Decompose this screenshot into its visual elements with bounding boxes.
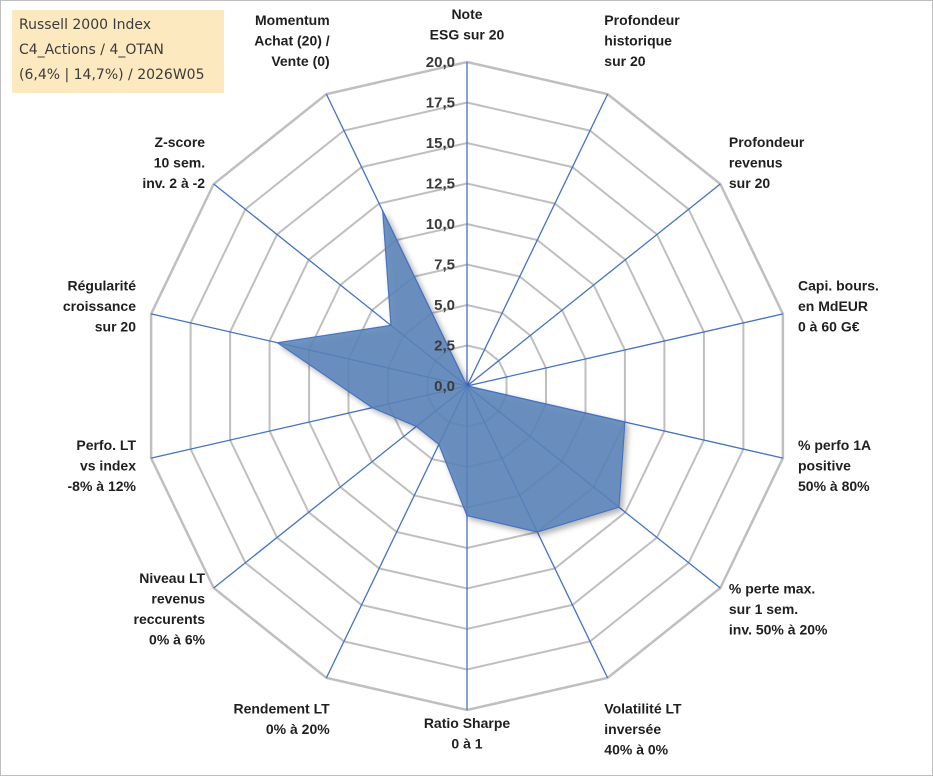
axis-label-5: % perte max. sur 1 sem. inv. 50% à 20% [729, 581, 828, 638]
axis-label-13: Momentum Achat (20) / Vente (0) [254, 12, 330, 69]
data-point-9 [415, 425, 418, 428]
data-point-8 [438, 443, 440, 446]
tick-label: 12,5 [426, 176, 455, 193]
data-point-3 [466, 385, 468, 387]
data-point-5 [618, 506, 620, 509]
axis-label-8: Rendement LT 0% à 20% [233, 701, 330, 738]
tick-label: 20,0 [426, 54, 455, 71]
axis-label-0: Note ESG sur 20 [430, 6, 505, 43]
spoke-2 [466, 183, 721, 387]
data-point-11 [276, 341, 279, 344]
tick-label: 5,0 [434, 297, 455, 314]
axis-label-4: % perfo 1A positive 50% à 80% [798, 437, 871, 494]
axis-label-10: Perfo. LT vs index -8% à 12% [68, 437, 137, 494]
data-point-7 [466, 514, 468, 517]
axis-label-9: Niveau LT revenus reccurents 0% à 6% [134, 570, 206, 648]
info-box: Russell 2000 Index C4_Actions / 4_OTAN (… [12, 10, 224, 93]
tick-label: 7,5 [434, 257, 455, 274]
data-point-12 [390, 324, 392, 327]
axis-label-7: Ratio Sharpe 0 à 1 [424, 715, 511, 752]
data-point-10 [371, 406, 374, 409]
radar-tick-labels: 0,0 2,5 5,0 7,5 10,0 12,5 15,0 17,5 20,0 [426, 54, 455, 395]
data-point-6 [536, 531, 539, 533]
axis-label-6: Volatilité LT inversée 40% à 0% [604, 701, 682, 758]
axis-label-1: Profondeur historique sur 20 [604, 12, 680, 69]
tick-label: 15,0 [426, 135, 455, 152]
tick-label: 17,5 [426, 95, 455, 112]
radar-axis-labels: Note ESG sur 20 Profondeur historique sur 20… [63, 6, 879, 758]
tick-label: 10,0 [426, 216, 455, 233]
info-category: C4_Actions / 4_OTAN [19, 42, 164, 58]
axis-label-12: Z-score 10 sem. inv. 2 à -2 [142, 134, 205, 191]
axis-label-2: Profondeur revenus sur 20 [729, 134, 805, 191]
data-point-13 [381, 210, 384, 212]
info-stats-week: (6,4% | 14,7%) / 2026W05 [19, 67, 205, 83]
info-index-name: Russell 2000 Index [19, 17, 152, 33]
radar-series [275, 210, 626, 533]
data-point-4 [624, 421, 626, 423]
spoke-3 [466, 313, 784, 387]
axis-label-3: Capi. bours. en MdEUR 0 à 60 G€ [798, 278, 879, 335]
tick-label: 2,5 [434, 338, 455, 355]
series-area-0 [275, 210, 626, 533]
spoke-1 [466, 93, 609, 387]
axis-label-11: Régularité croissance sur 20 [63, 278, 136, 335]
tick-label: 0,0 [434, 378, 455, 395]
